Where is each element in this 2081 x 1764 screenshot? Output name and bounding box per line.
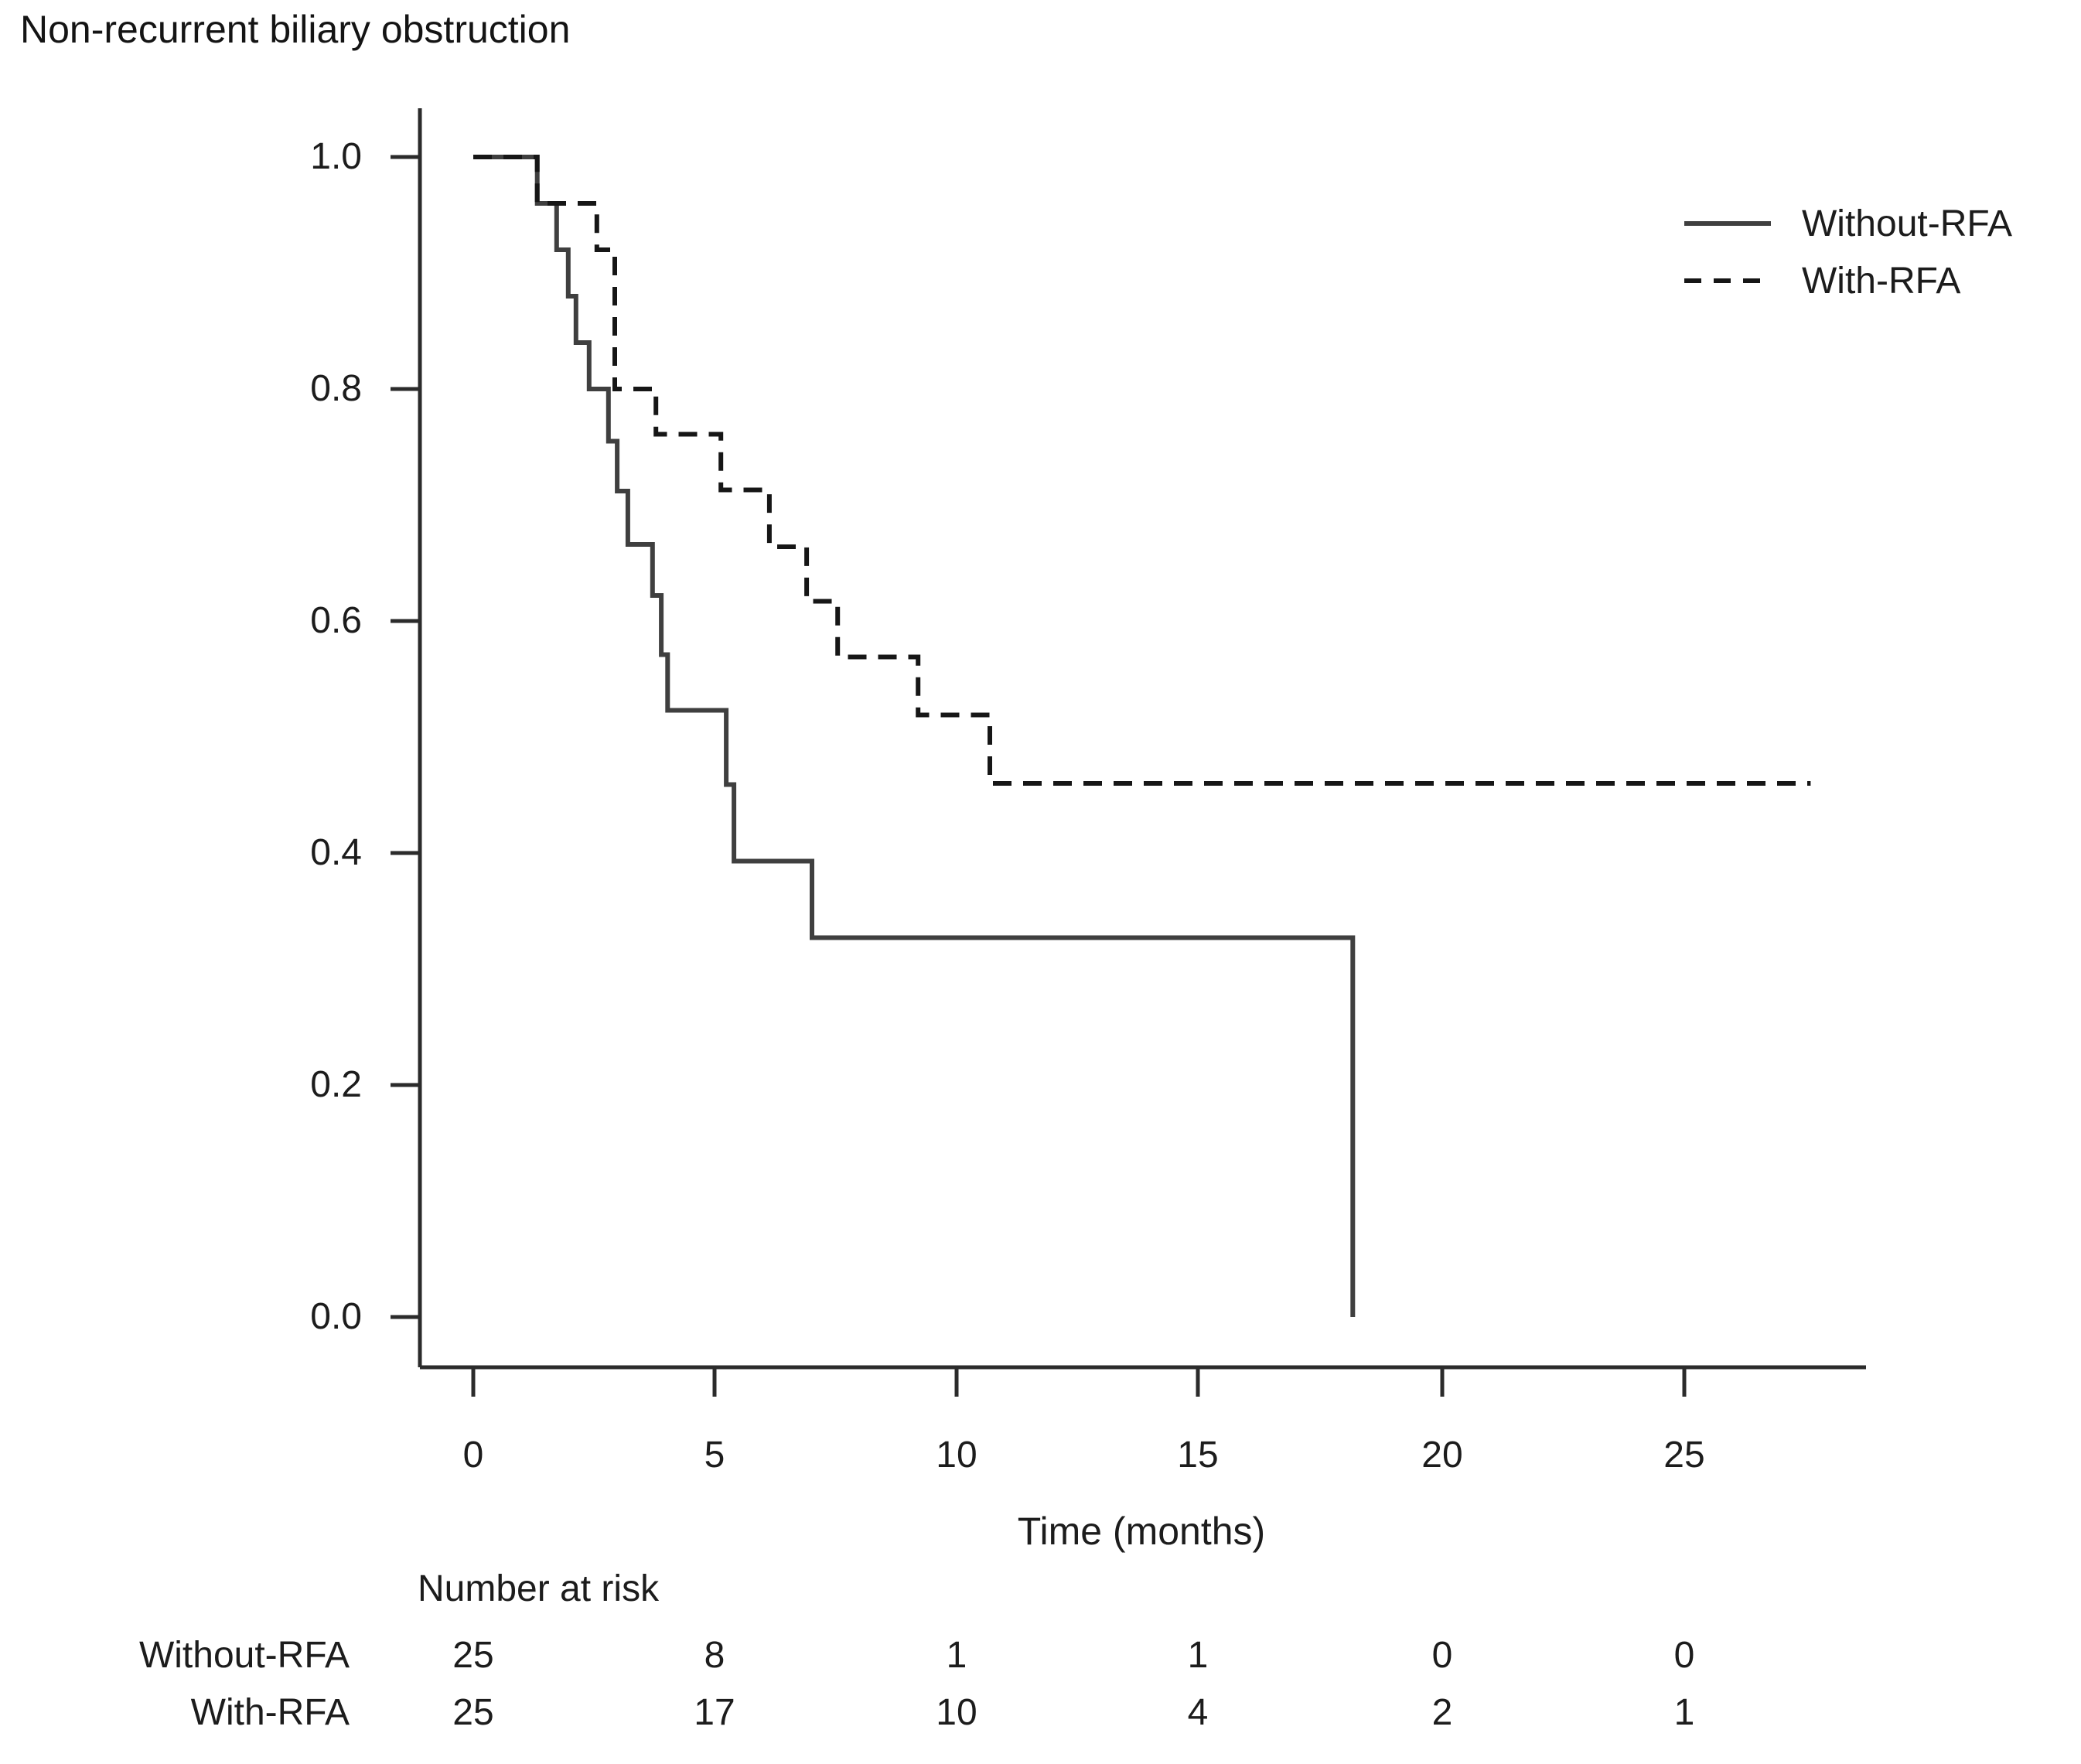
y-tick-label: 0.2 [310,1064,362,1105]
legend-label-with-rfa: With-RFA [1802,260,1961,302]
y-tick-marks [391,155,420,1319]
risk-count: 2 [1431,1692,1453,1733]
y-tick-label: 0.8 [310,368,362,409]
x-tick-label: 5 [704,1435,725,1476]
legend-item-with-rfa: With-RFA [1684,252,2012,309]
risk-count: 4 [1187,1692,1209,1733]
chart-title: Non-recurrent biliary obstruction [20,8,571,51]
y-tick-label: 0.4 [310,832,362,873]
solid-line-sample-icon [1684,221,1771,226]
risk-row-label-with-rfa: With-RFA [190,1692,350,1733]
risk-count: 1 [1673,1692,1695,1733]
risk-count: 0 [1673,1635,1695,1676]
x-tick-label: 15 [1177,1435,1219,1476]
x-tick-marks [471,1367,1687,1397]
risk-count: 1 [946,1635,967,1676]
risk-count: 17 [694,1692,735,1733]
risk-count: 10 [936,1692,977,1733]
risk-count: 0 [1431,1635,1453,1676]
x-tick-label: 20 [1421,1435,1463,1476]
number-at-risk-header: Number at risk [418,1568,660,1609]
x-axis-title: Time (months) [1017,1510,1266,1553]
dashed-line-sample-icon [1684,278,1771,283]
risk-count: 1 [1187,1635,1209,1676]
legend-label-without-rfa: Without-RFA [1802,203,2013,244]
y-tick-label: 1.0 [310,136,362,177]
x-tick-label: 25 [1663,1435,1705,1476]
km-curve-without-rfa [473,155,1356,1317]
legend-item-without-rfa: Without-RFA [1684,195,2012,252]
km-curve-with-rfa [473,155,1811,786]
y-tick-label: 0.0 [310,1296,362,1337]
risk-row-label-without-rfa: Without-RFA [138,1635,350,1676]
x-tick-label: 0 [462,1435,484,1476]
legend: Without-RFA With-RFA [1684,195,2012,309]
x-tick-label: 10 [936,1435,977,1476]
risk-count: 25 [452,1692,494,1733]
risk-count: 8 [704,1635,725,1676]
risk-count: 25 [452,1635,494,1676]
y-tick-label: 0.6 [310,600,362,641]
